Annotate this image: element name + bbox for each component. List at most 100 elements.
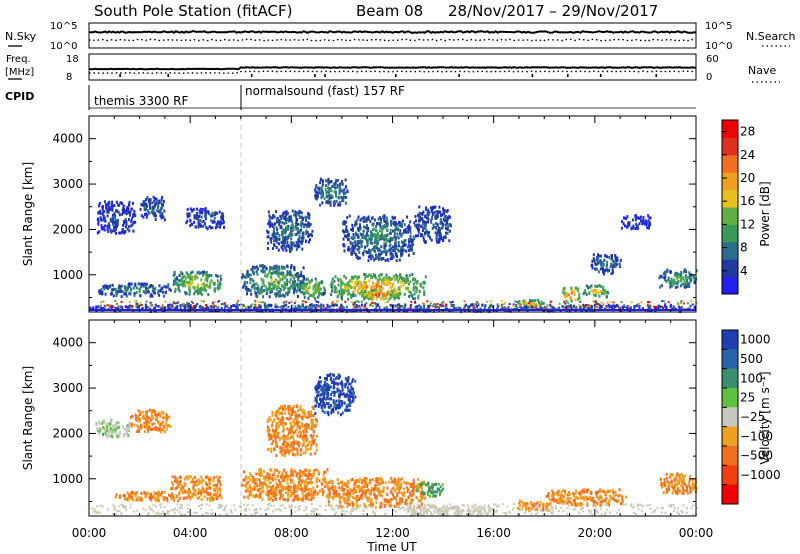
echo-cell	[192, 483, 195, 487]
echo-cell	[130, 496, 133, 500]
ground-clutter-cell	[677, 302, 680, 305]
echo-cell	[298, 285, 301, 289]
echo-cell	[586, 306, 589, 310]
echo-cell	[282, 274, 284, 278]
echo-cell	[200, 481, 203, 485]
echo-cell	[688, 281, 691, 285]
echo-cell	[600, 254, 603, 258]
ground-clutter-cell	[290, 300, 293, 303]
echo-cell	[408, 273, 411, 277]
echo-cell	[401, 250, 404, 254]
echo-cell	[104, 292, 107, 296]
echo-cell	[346, 287, 349, 290]
echo-cell	[249, 288, 252, 292]
ground-clutter-cell	[384, 301, 387, 304]
echo-cell	[290, 485, 293, 489]
echo-cell	[680, 277, 683, 281]
echo-cell	[262, 295, 265, 299]
echo-cell	[391, 291, 394, 295]
echo-cell	[329, 187, 332, 190]
echo-cell	[394, 287, 396, 291]
echo-cell	[362, 216, 365, 220]
echo-cell	[340, 281, 343, 284]
echo-cell	[599, 267, 602, 271]
echo-cell	[323, 288, 326, 292]
echo-cell	[243, 470, 245, 474]
echo-cell	[616, 304, 619, 308]
echo-cell	[347, 245, 350, 249]
echo-cell	[115, 231, 117, 235]
echo-cell	[320, 192, 323, 196]
echo-cell	[173, 279, 175, 283]
echo-cell	[437, 230, 440, 234]
echo-cell	[149, 418, 152, 422]
echo-cell	[593, 258, 596, 262]
echo-cell	[205, 270, 208, 274]
echo-cell	[357, 291, 359, 295]
echo-cell	[570, 299, 573, 303]
ground-clutter-cell	[464, 307, 467, 310]
echo-cell	[442, 235, 445, 239]
echo-cell	[123, 432, 126, 436]
echo-cell	[280, 245, 283, 249]
echo-cell	[286, 493, 289, 497]
echo-cell	[366, 232, 369, 236]
echo-cell	[430, 206, 432, 210]
echo-cell	[142, 290, 145, 294]
echo-cell	[289, 474, 292, 478]
echo-cell	[662, 306, 665, 310]
echo-cell	[273, 233, 276, 237]
echo-cell	[283, 304, 286, 308]
echo-cell	[275, 220, 278, 224]
echo-cell	[127, 498, 130, 502]
ground-clutter-cell	[99, 304, 102, 307]
echo-cell	[179, 304, 182, 308]
echo-cell	[378, 293, 381, 296]
echo-cell	[299, 223, 302, 226]
echo-cell	[247, 480, 250, 484]
ground-clutter-cell	[169, 303, 172, 306]
echo-cell	[376, 221, 379, 225]
echo-cell	[123, 209, 126, 213]
echo-cell	[111, 283, 114, 287]
echo-cell	[197, 292, 199, 296]
echo-cell	[106, 202, 109, 206]
echo-cell	[398, 220, 401, 224]
ground-clutter-cell	[287, 306, 290, 309]
echo-cell	[278, 267, 281, 271]
echo-cell	[336, 183, 339, 187]
echo-cell	[146, 196, 149, 200]
power-colorbar-swatch	[722, 224, 738, 243]
echo-cell	[295, 272, 298, 276]
echo-cell	[448, 239, 451, 243]
echo-cell	[402, 307, 405, 311]
echo-cell	[363, 236, 365, 240]
nave-tick-top: 60	[706, 54, 719, 65]
echo-cell	[393, 241, 396, 245]
echo-cell	[222, 220, 225, 224]
echo-cell	[126, 305, 129, 309]
echo-cell	[321, 189, 324, 193]
echo-cell	[373, 258, 376, 262]
echo-cell	[632, 224, 635, 228]
echo-cell	[383, 214, 386, 218]
echo-cell	[114, 214, 117, 218]
echo-cell	[386, 228, 388, 232]
echo-cell	[180, 277, 183, 281]
echo-cell	[139, 294, 142, 298]
echo-cell	[163, 498, 166, 502]
echo-cell	[399, 280, 402, 284]
echo-cell	[294, 287, 297, 291]
echo-cell	[272, 478, 275, 482]
echo-cell	[353, 235, 356, 239]
echo-cell	[284, 274, 287, 278]
echo-cell	[262, 269, 265, 273]
echo-cell	[130, 422, 133, 426]
echo-cell	[428, 231, 431, 235]
echo-cell	[288, 287, 291, 291]
echo-cell	[259, 264, 261, 268]
echo-cell	[599, 307, 602, 311]
ground-clutter-cell	[462, 307, 465, 310]
echo-cell	[312, 486, 315, 490]
echo-cell	[301, 443, 304, 447]
